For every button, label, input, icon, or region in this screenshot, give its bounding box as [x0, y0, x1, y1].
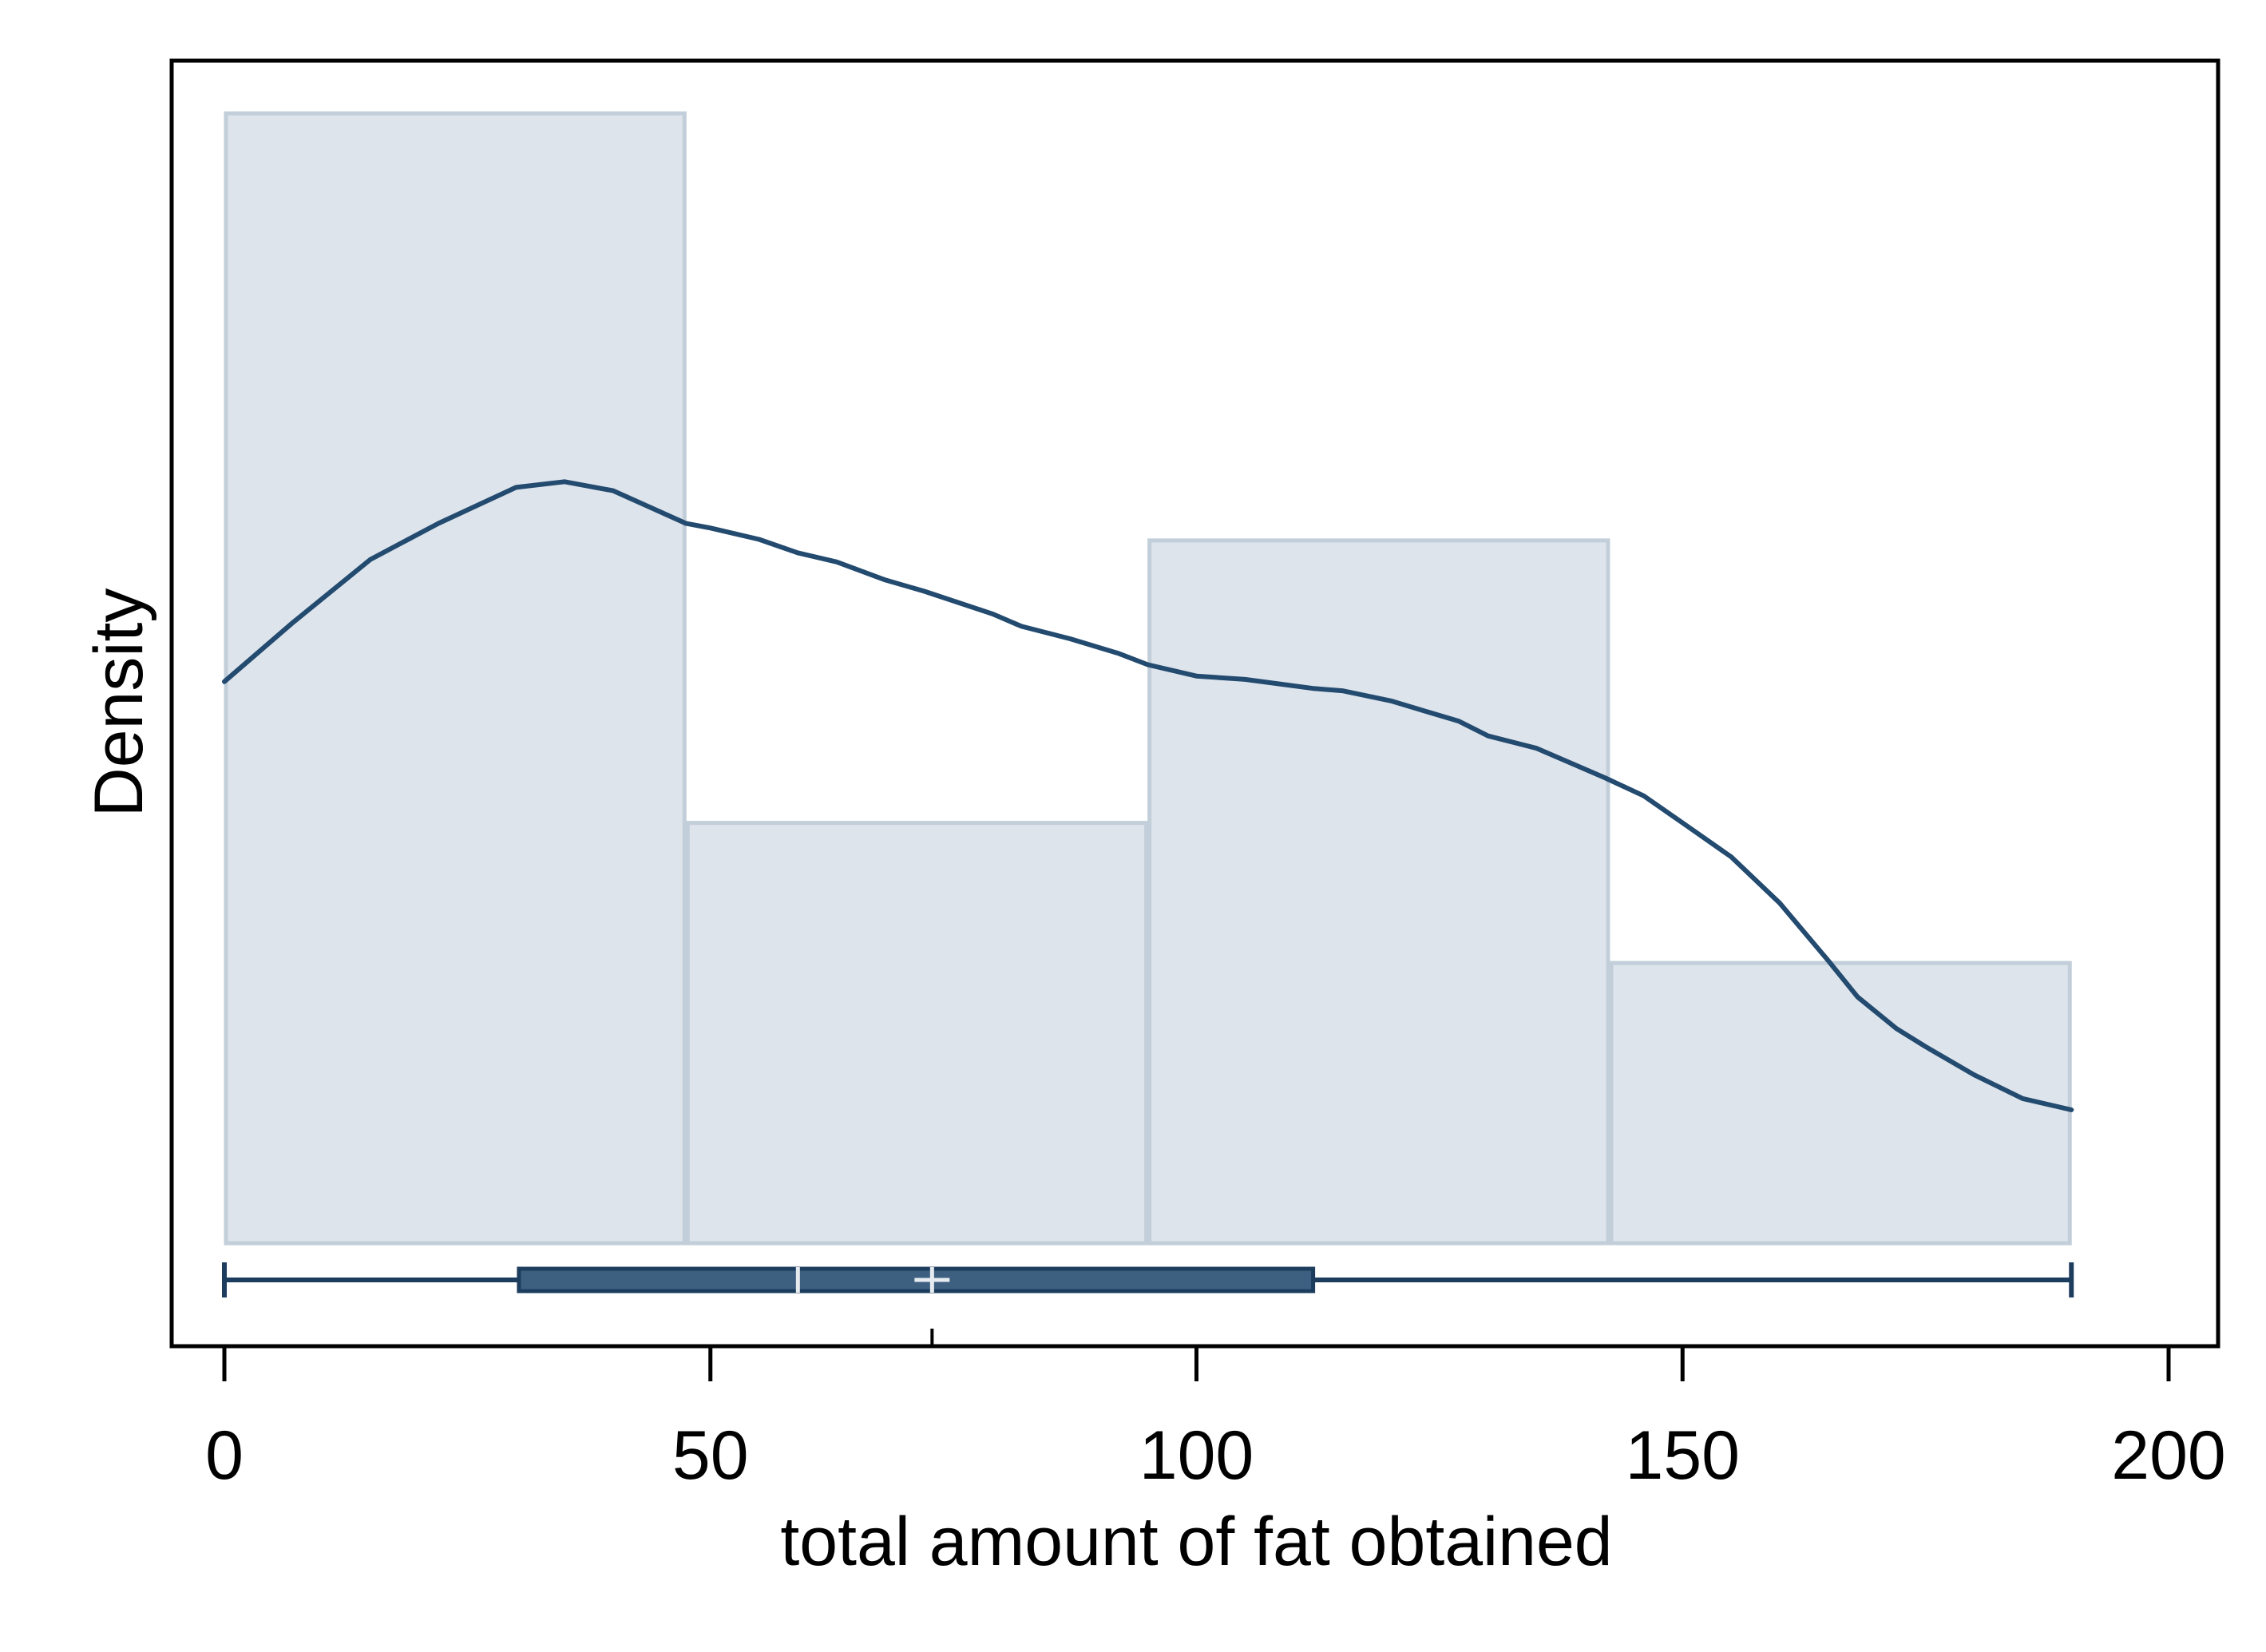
- x-tick-label-50: 50: [672, 1417, 749, 1494]
- x-tick-label-200: 200: [2111, 1417, 2226, 1494]
- histogram-bars: [224, 111, 2072, 1246]
- y-axis-title: Density: [81, 588, 157, 818]
- histogram-bar-1: [224, 111, 687, 1246]
- density-curve-layer: [222, 479, 2074, 1112]
- kernel-density-line: [222, 479, 2074, 1112]
- histogram-bar-4: [1609, 961, 2072, 1246]
- x-tick-label-150: 150: [1626, 1417, 1741, 1494]
- x-axis-title: total amount of fat obtained: [780, 1503, 1612, 1580]
- x-tick-label-0: 0: [205, 1417, 244, 1494]
- histogram-bar-3: [1147, 538, 1610, 1246]
- box-plot: [222, 1262, 2074, 1346]
- x-axis: 0 50 100 150 200: [205, 1346, 2226, 1494]
- x-tick-label-100: 100: [1139, 1417, 1254, 1494]
- histogram-bar-2: [685, 821, 1149, 1246]
